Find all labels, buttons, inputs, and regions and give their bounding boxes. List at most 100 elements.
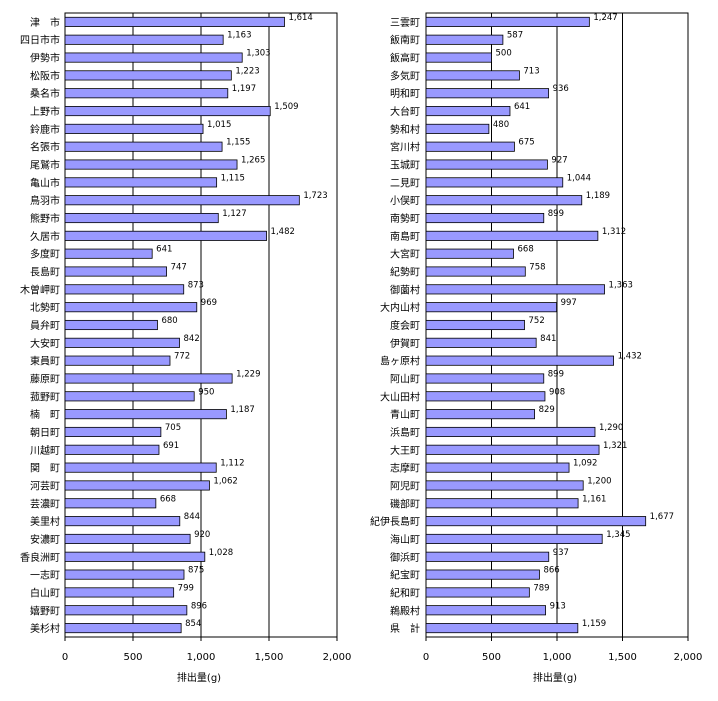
x-tick-label: 1,500 (608, 652, 637, 663)
bar (64, 373, 233, 384)
bar (64, 212, 219, 224)
value-label: 1,303 (246, 49, 270, 59)
category-label: 芸濃町 (30, 497, 60, 510)
bar (64, 569, 185, 580)
value-label: 1,197 (232, 84, 256, 94)
category-label: 勢和村 (390, 123, 420, 136)
value-label: 908 (549, 387, 565, 397)
bar (425, 587, 530, 598)
value-label: 936 (553, 84, 569, 94)
category-label: 香良洲町 (20, 551, 60, 564)
x-tick-label: 0 (423, 652, 429, 663)
bar (425, 52, 492, 63)
category-label: 南島町 (390, 230, 420, 243)
bar (425, 319, 525, 331)
bar (425, 391, 546, 402)
category-label: 青山町 (390, 408, 420, 421)
category-label: 嬉野町 (30, 604, 60, 617)
category-label: 海山町 (390, 533, 420, 546)
bar (425, 569, 540, 580)
category-label: 小俣町 (390, 194, 420, 207)
category-label: 大宮町 (390, 248, 420, 261)
bar (425, 16, 590, 27)
x-tick-label: 1,000 (187, 652, 216, 663)
category-label: 河芸町 (30, 479, 60, 492)
value-label: 1,614 (289, 13, 313, 23)
value-label: 1,363 (609, 280, 633, 290)
bar (64, 605, 188, 616)
right-bar-chart: 0 500 1,000 1,500 2,000 三雲町 1,247 飯南町 587 飯高町 500 多… (370, 12, 703, 684)
bar (64, 177, 218, 188)
bar (64, 391, 195, 402)
bar (425, 70, 520, 81)
value-label: 758 (529, 263, 545, 273)
value-label: 829 (539, 405, 555, 415)
x-tick-label: 500 (482, 652, 501, 663)
bar (64, 284, 185, 295)
category-label: 一志町 (30, 569, 60, 582)
value-label: 1,127 (222, 209, 246, 219)
category-label: 関 町 (30, 463, 60, 475)
left-bar-chart: 0 500 1,000 1,500 2,000 津 市 1,614 四日市市 1,163 伊勢市 1… (20, 12, 351, 684)
bar (64, 337, 180, 348)
value-label: 713 (523, 66, 539, 76)
x-tick-label: 2,000 (674, 652, 703, 663)
category-label: 伊勢市 (30, 52, 60, 65)
bar (425, 444, 600, 455)
category-label: 白山町 (30, 586, 60, 599)
value-label: 680 (161, 316, 177, 326)
value-label: 1,200 (587, 476, 611, 486)
value-label: 920 (194, 530, 210, 540)
category-label: 安濃町 (30, 533, 60, 546)
value-label: 896 (191, 601, 207, 611)
bar (425, 498, 579, 509)
value-label: 950 (198, 387, 214, 397)
bar (64, 426, 162, 438)
value-label: 997 (561, 298, 577, 308)
bar (64, 159, 238, 170)
value-label: 1,028 (209, 548, 233, 558)
value-label: 641 (514, 102, 530, 112)
category-label: 鳥羽市 (30, 194, 60, 207)
category-label: 津 市 (30, 16, 60, 29)
bar (425, 195, 583, 206)
value-label: 480 (493, 120, 509, 130)
category-label: 南勢町 (390, 212, 420, 225)
value-label: 913 (550, 601, 566, 611)
value-label: 842 (184, 334, 200, 344)
bar (425, 355, 614, 366)
category-label: 多度町 (30, 248, 60, 261)
value-label: 1,044 (567, 173, 591, 183)
x-tick-label: 1,000 (543, 652, 572, 663)
value-label: 641 (156, 245, 172, 255)
value-label: 1,482 (271, 227, 295, 237)
x-axis-title: 排出量(g) (533, 671, 577, 684)
category-label: 紀勢町 (390, 266, 420, 279)
category-label: 志摩町 (390, 462, 420, 475)
category-label: 御浜町 (390, 551, 420, 564)
bar (425, 373, 545, 384)
bar (64, 88, 229, 99)
category-label: 亀山市 (30, 176, 60, 189)
bar (425, 106, 511, 117)
category-label: 楠 町 (30, 408, 60, 421)
category-label: 大山田村 (380, 390, 420, 403)
category-label: 北勢町 (30, 301, 60, 314)
value-label: 1,062 (213, 476, 237, 486)
category-label: 御薗村 (390, 283, 420, 296)
value-label: 675 (518, 138, 534, 148)
x-tick-label: 500 (123, 652, 142, 663)
category-label: 尾鷲市 (30, 159, 60, 172)
bar (64, 248, 153, 259)
value-label: 747 (171, 263, 187, 273)
category-label: 阿山町 (390, 373, 420, 385)
category-label: 川越町 (30, 444, 60, 457)
bar (64, 587, 175, 598)
value-label: 1,265 (241, 156, 265, 166)
category-label: 明和町 (390, 88, 420, 100)
bar (425, 516, 647, 527)
value-label: 587 (507, 31, 523, 41)
value-label: 1,432 (618, 352, 642, 362)
bar (425, 533, 603, 544)
